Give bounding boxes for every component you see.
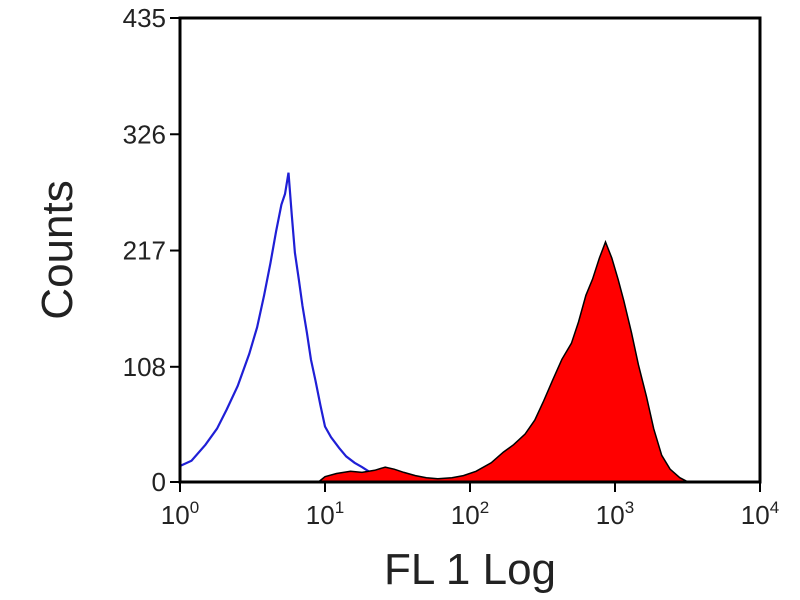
y-tick-label: 0 (152, 467, 166, 497)
x-axis-label: FL 1 Log (384, 545, 556, 594)
y-tick-label: 108 (123, 352, 166, 382)
plot-frame (178, 16, 762, 484)
y-axis-label: Counts (33, 180, 82, 319)
x-tick-label: 101 (306, 498, 344, 530)
series-1-filled-histogram (316, 239, 689, 483)
y-tick-label: 326 (123, 119, 166, 149)
y-tick-label: 217 (123, 236, 166, 266)
ticks-layer: 0 108 217 326 435 100 101 102 103 104 (123, 3, 780, 530)
series-layer (179, 172, 689, 483)
y-tick-label: 435 (123, 3, 166, 33)
x-tick-label: 102 (451, 498, 489, 530)
x-tick-label: 103 (596, 498, 634, 530)
series-0-outline-histogram (179, 172, 410, 481)
x-tick-label: 100 (161, 498, 199, 530)
x-tick-label: 104 (741, 498, 779, 530)
